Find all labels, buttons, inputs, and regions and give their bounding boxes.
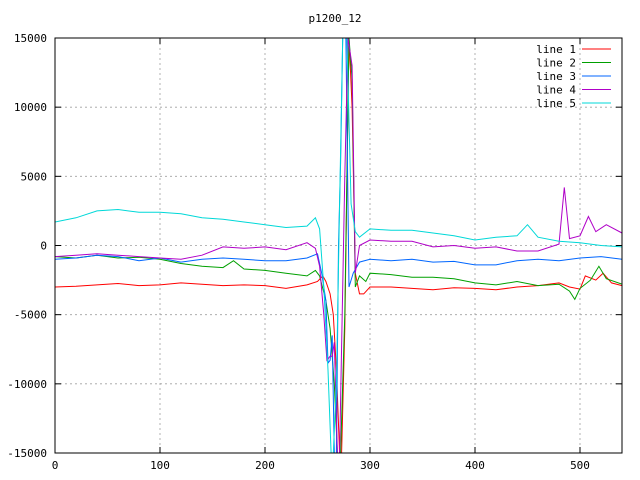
x-tick-label: 200 (255, 459, 275, 472)
legend-label-4: line 4 (536, 84, 576, 97)
grid (55, 38, 622, 453)
x-tick-label: 300 (360, 459, 380, 472)
legend-label-2: line 2 (536, 57, 576, 70)
y-tick-label: -10000 (7, 378, 47, 391)
series-line-2 (55, 38, 622, 453)
y-tick-label: 5000 (21, 170, 48, 183)
x-tick-label: 100 (150, 459, 170, 472)
y-tick-label: -5000 (14, 309, 47, 322)
x-tick-label: 0 (52, 459, 59, 472)
y-tick-label: 0 (40, 240, 47, 253)
series-group (55, 38, 622, 453)
y-tick-label: 15000 (14, 32, 47, 45)
x-axis: 0 100 200 300 400 500 (52, 38, 590, 472)
x-tick-label: 500 (570, 459, 590, 472)
legend-label-3: line 3 (536, 70, 576, 83)
series-line-5 (55, 38, 622, 453)
x-tick-label: 400 (465, 459, 485, 472)
chart-title: p1200_12 (309, 12, 362, 25)
y-tick-label: 10000 (14, 101, 47, 114)
series-line-3 (55, 38, 622, 453)
y-tick-label: -15000 (7, 447, 47, 460)
y-axis: -15000 -10000 -5000 0 5000 10000 15000 (7, 32, 622, 460)
legend-label-1: line 1 (536, 43, 576, 56)
legend-label-5: line 5 (536, 97, 576, 110)
series-line-4 (55, 38, 622, 453)
